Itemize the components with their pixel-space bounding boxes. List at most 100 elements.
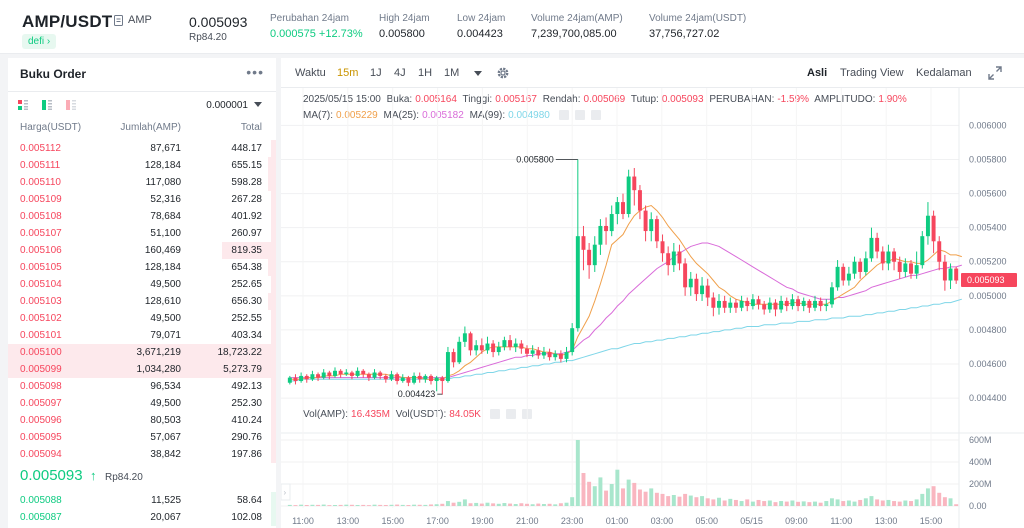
candle-body [400, 377, 405, 382]
candle-body [886, 251, 891, 264]
ask-row[interactable]: 0.005110 117,080 598.28 [8, 174, 276, 191]
candle-body [338, 370, 343, 375]
ask-row[interactable]: 0.005104 49,500 252.65 [8, 276, 276, 293]
volume-legend: Vol(AMP): 16.435M Vol(USDT): 84.05K [303, 409, 535, 420]
ask-row[interactable]: 0.005106 160,469 819.35 [8, 242, 276, 259]
row-price: 0.005110 [20, 177, 61, 188]
column-header-price: Harga(USDT) [20, 122, 82, 133]
bid-row[interactable]: 0.005087 20,067 102.08 [8, 509, 276, 526]
volume-bar [694, 497, 699, 506]
ask-row[interactable]: 0.005109 52,316 267.28 [8, 191, 276, 208]
candle-body [287, 377, 292, 383]
volume-bar [479, 503, 484, 506]
eye-icon[interactable] [558, 110, 569, 121]
book-mode-both-icon[interactable] [18, 100, 28, 110]
row-amount: 160,469 [144, 245, 181, 256]
category-tag[interactable]: defi › [22, 34, 57, 49]
ask-row[interactable]: 0.005099 1,034,280 5,273.79 [8, 361, 276, 378]
chart-toolbar: Waktu 15m 1J 4J 1H 1M Asli Trading View … [281, 58, 1024, 88]
more-intervals-caret-icon[interactable] [474, 71, 482, 76]
row-amount: 1,034,280 [136, 364, 182, 375]
depth-bar [270, 191, 276, 208]
candle-body [491, 343, 496, 353]
price-tick-label: 0.005800 [969, 154, 1007, 164]
ask-row[interactable]: 0.005107 51,100 260.97 [8, 225, 276, 242]
more-options-icon[interactable]: ••• [246, 64, 264, 80]
volume-bar [920, 493, 925, 506]
tab-interval-1m[interactable]: 1M [444, 67, 460, 79]
ask-row[interactable]: 0.005095 57,067 290.76 [8, 429, 276, 446]
candle-body [378, 372, 383, 376]
volume-bar [621, 488, 625, 506]
volume-bar [841, 501, 846, 506]
row-amount: 87,671 [150, 143, 181, 154]
candle-body [869, 237, 874, 259]
stat-low: Low 24jam 0.004423 [457, 13, 505, 40]
volume-bar [327, 505, 332, 506]
ask-row[interactable]: 0.005100 3,671,219 18,723.22 [8, 344, 276, 361]
volume-bar [745, 499, 750, 506]
ask-row[interactable]: 0.005098 96,534 492.13 [8, 378, 276, 395]
ask-row[interactable]: 0.005105 128,184 654.38 [8, 259, 276, 276]
row-total: 598.28 [231, 177, 262, 188]
stat-label: Volume 24jam(AMP) [531, 13, 623, 24]
ask-row[interactable]: 0.005112 87,671 448.17 [8, 140, 276, 157]
depth-bar [270, 208, 276, 225]
candle-body [920, 236, 925, 266]
market-header: AMP/USDT AMP defi › 0.005093 Rp84.20 Per… [0, 0, 1024, 54]
candle-body [502, 340, 507, 347]
volume-bar [491, 503, 496, 506]
ask-row[interactable]: 0.005102 49,500 252.55 [8, 310, 276, 327]
book-mode-asks-icon[interactable] [66, 100, 76, 110]
close-icon[interactable] [590, 110, 601, 121]
caret-down-icon[interactable] [254, 102, 262, 107]
ask-row[interactable]: 0.005103 128,610 656.30 [8, 293, 276, 310]
tab-view-depth[interactable]: Kedalaman [916, 67, 972, 79]
tab-interval-4h[interactable]: 4J [394, 67, 406, 79]
eye-icon[interactable] [489, 409, 500, 420]
settings-icon[interactable] [574, 110, 585, 121]
ohlc-legend: 2025/05/15 15:00 Buka: 0.005164 Tinggi: 0.… [303, 94, 910, 105]
legend-ma25-label: MA(25): [383, 110, 420, 121]
bid-row[interactable]: 0.005088 11,525 58.64 [8, 492, 276, 509]
time-tick-label: 11:00 [830, 516, 852, 526]
ask-row[interactable]: 0.005101 79,071 403.34 [8, 327, 276, 344]
tab-interval-15m[interactable]: 15m [337, 67, 359, 79]
gear-icon[interactable] [496, 66, 510, 80]
ask-row[interactable]: 0.005094 38,842 197.86 [8, 446, 276, 463]
precision-select[interactable]: 0.000001 [206, 100, 248, 111]
row-price: 0.005107 [20, 228, 62, 239]
tab-view-original[interactable]: Asli [807, 67, 828, 79]
document-icon[interactable] [114, 15, 123, 26]
tab-interval-1d[interactable]: 1H [418, 67, 433, 79]
candlestick-chart[interactable]: 0.006000 0.005800 0.005600 0.005400 0.005200… [281, 88, 1024, 528]
candle-body [852, 261, 857, 274]
settings-icon[interactable] [505, 409, 516, 420]
candle-body [570, 328, 575, 353]
book-mode-bids-icon[interactable] [42, 100, 52, 110]
ask-row[interactable]: 0.005096 80,503 410.24 [8, 412, 276, 429]
candle-body [942, 261, 947, 281]
time-tick-label: 13:00 [337, 516, 360, 526]
volume-bar [349, 504, 354, 506]
volume-bar [457, 501, 462, 506]
candle-body [349, 372, 354, 376]
last-price-idr: Rp84.20 [189, 32, 227, 43]
row-price: 0.005105 [20, 262, 62, 273]
legend-ma7-label: MA(7): [303, 110, 333, 121]
ask-row[interactable]: 0.005097 49,500 252.30 [8, 395, 276, 412]
expand-icon[interactable] [988, 66, 1002, 80]
volume-bar [581, 473, 586, 506]
candle-body [310, 374, 315, 380]
tab-view-tradingview[interactable]: Trading View [840, 67, 904, 79]
ask-row[interactable]: 0.005111 128,184 655.15 [8, 157, 276, 174]
tab-interval-1h[interactable]: 1J [370, 67, 382, 79]
candle-body [609, 214, 614, 232]
candle-body [536, 350, 541, 356]
close-icon[interactable] [521, 409, 532, 420]
ask-row[interactable]: 0.005108 78,684 401.92 [8, 208, 276, 225]
volume-bar [937, 492, 942, 506]
candle-body [361, 370, 366, 375]
candle-body [739, 300, 744, 308]
row-price: 0.005094 [20, 449, 62, 460]
